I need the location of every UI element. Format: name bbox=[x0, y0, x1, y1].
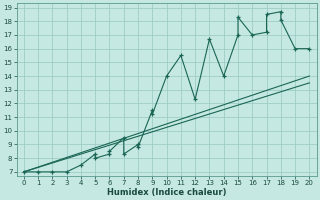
X-axis label: Humidex (Indice chaleur): Humidex (Indice chaleur) bbox=[107, 188, 226, 197]
